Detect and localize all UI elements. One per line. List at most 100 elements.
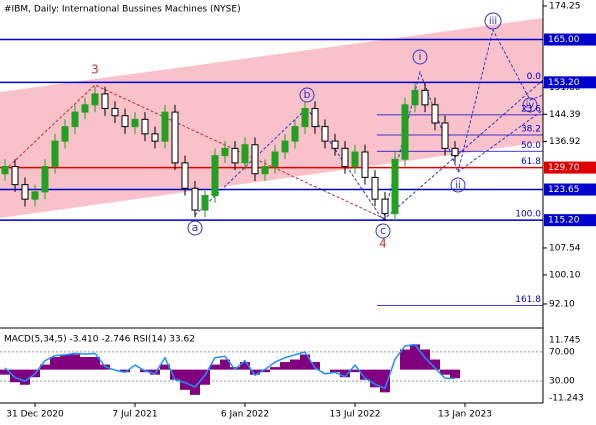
macd-bar — [90, 357, 100, 370]
candle-body — [241, 144, 249, 164]
macd-bar — [120, 369, 130, 373]
indicator-label: MACD(5,34,5) -3.410 -2.746 RSI(14) 33.62 — [4, 335, 195, 345]
macd-bar — [40, 364, 50, 370]
macd-tick-label: -11.243 — [549, 394, 584, 404]
macd-bar — [360, 369, 370, 380]
x-tick-label: 31 Dec 2020 — [6, 410, 64, 420]
candle-body — [301, 107, 309, 128]
candle-body — [31, 191, 39, 200]
candle-body — [201, 195, 209, 211]
macd-bar — [20, 369, 30, 385]
level-label: 123.65 — [548, 185, 580, 195]
macd-bar — [160, 364, 170, 370]
candle-body — [221, 147, 229, 157]
macd-bar — [60, 354, 70, 370]
macd-bar — [210, 364, 220, 370]
candle-body — [111, 107, 119, 117]
macd-bar — [70, 354, 80, 370]
candle-body — [81, 104, 89, 113]
y-tick-label: 92.10 — [549, 299, 575, 309]
y-tick-label: 144.39 — [549, 110, 581, 120]
candle-body — [451, 147, 459, 157]
x-tick-label: 13 Jul 2022 — [330, 410, 381, 420]
macd-bar — [290, 359, 300, 370]
candle-body — [171, 111, 179, 164]
candle-body — [321, 126, 329, 142]
candle-body — [291, 126, 299, 142]
level-tag — [544, 161, 596, 174]
macd-bar — [340, 369, 350, 378]
macd-bar — [280, 362, 290, 370]
macd-bar — [150, 369, 160, 375]
fib-label: 23.6 — [521, 104, 541, 114]
level-tag — [544, 33, 596, 46]
macd-bar — [310, 362, 320, 370]
candle-body — [431, 104, 439, 124]
macd-bar — [50, 357, 60, 370]
candle-body — [401, 104, 409, 160]
candle-body — [391, 158, 399, 215]
rsi-tick-label: 30.00 — [549, 377, 575, 387]
level-tag — [544, 76, 596, 89]
candle-body — [51, 140, 59, 168]
macd-bar — [420, 349, 430, 370]
candle-body — [211, 155, 219, 197]
y-tick-label: 107.54 — [549, 243, 581, 253]
y-tick-label: 100.10 — [549, 270, 581, 280]
macd-bar — [270, 367, 280, 370]
wave-circle — [299, 87, 315, 103]
macd-tick-label: 11.745 — [549, 336, 581, 346]
level-label: 165.00 — [548, 35, 580, 45]
candle-body — [361, 151, 369, 178]
candle-body — [311, 107, 319, 128]
macd-bar — [80, 357, 90, 370]
wave-circle — [450, 177, 466, 193]
wave-label: iii — [489, 16, 497, 27]
level-label: 129.70 — [548, 163, 580, 173]
plot-layer — [0, 38, 543, 306]
macd-bar — [170, 369, 180, 380]
macd-bar — [300, 354, 310, 370]
macd-bar — [190, 369, 200, 395]
wave-label: iv — [526, 100, 535, 111]
macd-bar — [440, 369, 450, 375]
macd-bar — [450, 369, 460, 379]
wave-circle — [484, 12, 502, 30]
rsi-line — [4, 343, 456, 390]
candle-body — [281, 140, 289, 153]
candle-body — [161, 111, 169, 142]
candle-body — [371, 176, 379, 200]
wave-circle — [522, 97, 538, 113]
fib-label: 61.8 — [521, 157, 541, 167]
wave-lines — [4, 28, 544, 222]
wave-label: c — [380, 224, 386, 237]
x-tick-label: 7 Jul 2021 — [112, 410, 157, 420]
level-label: 153.20 — [548, 78, 580, 88]
y-tick-label: 174.25 — [549, 1, 581, 11]
candle-body — [101, 93, 109, 109]
wave-line — [194, 28, 544, 222]
candle-body — [131, 118, 139, 128]
fib-label: 0.0 — [527, 72, 542, 82]
wave-label: i — [418, 50, 421, 63]
wave-circle — [187, 220, 203, 236]
candle-body — [381, 198, 389, 215]
y-tick-label: 136.92 — [549, 137, 581, 147]
macd-bar — [430, 359, 440, 370]
candle-body — [191, 187, 199, 211]
candle-body — [21, 184, 29, 200]
wave-label: a — [192, 221, 199, 234]
candle-body — [11, 166, 19, 186]
candle-body — [411, 89, 419, 106]
chart-title: #IBM, Daily: International Bussines Mach… — [4, 5, 241, 15]
candle-body — [231, 147, 239, 164]
macd-bar — [180, 369, 190, 390]
level-tag — [544, 183, 596, 196]
macd-bar — [350, 369, 360, 373]
candle-body — [41, 166, 49, 193]
candle-body — [441, 122, 449, 149]
candle-body — [421, 89, 429, 106]
candle-body — [341, 147, 349, 168]
candle-body — [351, 151, 359, 168]
